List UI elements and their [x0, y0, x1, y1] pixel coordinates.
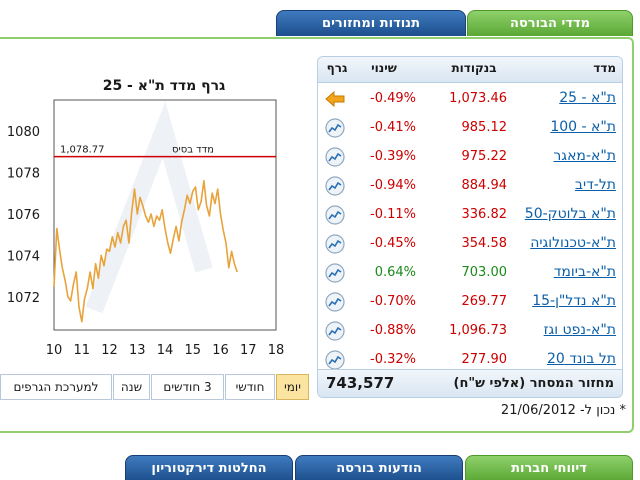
- table-row: ת"א-מאגר 975.22 -0.39%: [318, 142, 622, 171]
- as-of-date: * נכון ל- 21/06/2012: [500, 403, 626, 418]
- x-tick-label: 18: [268, 343, 285, 358]
- x-tick-label: 17: [240, 343, 257, 358]
- y-tick-label: 1072: [7, 291, 40, 306]
- chart-icon[interactable]: [324, 349, 346, 371]
- index-name-link[interactable]: ת"א-טכנולוגיה: [530, 235, 616, 251]
- base-line-value: 1,078.77: [60, 145, 105, 156]
- index-points: 269.77: [461, 294, 508, 309]
- index-change: -0.70%: [370, 294, 416, 309]
- base-line-label: מדד בסיס: [172, 145, 214, 156]
- chart-icon[interactable]: [324, 320, 346, 342]
- range-year-button[interactable]: שנה: [113, 374, 150, 400]
- index-name-link[interactable]: ת"א נדל"ן-15: [532, 293, 616, 309]
- index-points: 354.58: [461, 236, 508, 251]
- table-row: ת"א נדל"ן-15 269.77 -0.70%: [318, 287, 622, 316]
- y-tick-label: 1078: [7, 167, 40, 182]
- index-change: -0.45%: [370, 236, 416, 251]
- y-tick-label: 1076: [7, 208, 40, 223]
- tab-company-reports[interactable]: דיווחי חברות: [465, 455, 633, 480]
- index-points: 703.00: [461, 265, 508, 280]
- chart-icon[interactable]: [324, 117, 346, 139]
- header-index: מדד: [593, 61, 616, 75]
- index-points: 1,096.73: [449, 323, 507, 338]
- chart-icon[interactable]: [324, 262, 346, 284]
- index-points: 1,073.46: [449, 91, 507, 106]
- index-points: 884.94: [461, 178, 508, 193]
- index-name-link[interactable]: ת"א - 100: [550, 119, 616, 135]
- tab-volatility-turnover[interactable]: תנודות ומחזורים: [276, 10, 466, 36]
- table-row: ת"א-נפט וגז 1,096.73 -0.88%: [318, 316, 622, 345]
- table-row: ת"א-ביומד 703.00 0.64%: [318, 258, 622, 287]
- table-row: ת"א-טכנולוגיה 354.58 -0.45%: [318, 229, 622, 258]
- chart-icon[interactable]: [324, 146, 346, 168]
- turnover-footer: מחזור המסחר (אלפי ש"ח) 743,577: [318, 369, 622, 397]
- index-name-link[interactable]: תל בונד 20: [546, 351, 616, 367]
- index-change: 0.64%: [374, 265, 416, 280]
- chart-icon[interactable]: [324, 204, 346, 226]
- chart-icon[interactable]: [324, 233, 346, 255]
- index-change: -0.41%: [370, 120, 416, 135]
- series-line: [53, 180, 238, 323]
- header-change: שינוי: [371, 61, 397, 75]
- index-change: -0.11%: [370, 207, 416, 222]
- indices-table: מדד בנקודות שינוי גרף ת"א - 25 1,073.46 -0…: [317, 56, 623, 398]
- x-tick-label: 14: [157, 343, 174, 358]
- index-points: 277.90: [461, 352, 508, 367]
- x-tick-label: 10: [46, 343, 63, 358]
- range-3months-button[interactable]: 3 חודשים: [151, 374, 224, 400]
- index-points: 336.82: [461, 207, 508, 222]
- header-graph: גרף: [326, 61, 348, 75]
- tab-board-decisions[interactable]: החלטות דירקטוריון: [125, 455, 293, 480]
- index-change: -0.39%: [370, 149, 416, 164]
- range-monthly-button[interactable]: חודשי: [225, 374, 275, 400]
- chart-title: גרף מדד ת"א - 25: [102, 78, 226, 94]
- y-tick-label: 1074: [7, 249, 40, 264]
- index-name-link[interactable]: ת"א - 25: [559, 90, 616, 106]
- index-points: 975.22: [461, 149, 508, 164]
- index-points: 985.12: [461, 120, 508, 135]
- x-tick-label: 11: [73, 343, 90, 358]
- turnover-label: מחזור המסחר (אלפי ש"ח): [453, 376, 615, 391]
- tab-indices[interactable]: מדדי הבורסה: [467, 10, 633, 36]
- index-change: -0.32%: [370, 352, 416, 367]
- index-change: -0.88%: [370, 323, 416, 338]
- watermark: [85, 101, 213, 314]
- turnover-value: 743,577: [326, 374, 395, 392]
- index-change: -0.94%: [370, 178, 416, 193]
- index-chart: 1072 1074 1076 1078 1080 10 11 12 13 14 15 16 17 18 1,…: [7, 99, 285, 358]
- table-row: תל בונד 20 277.90 -0.32%: [318, 345, 622, 374]
- x-tick-label: 15: [184, 343, 201, 358]
- table-row: תל-דיב 884.94 -0.94%: [318, 171, 622, 200]
- y-tick-label: 1080: [7, 125, 40, 140]
- graph-system-button[interactable]: למערכת הגרפים: [0, 374, 112, 400]
- range-daily-button[interactable]: יומי: [276, 374, 309, 400]
- chart-icon[interactable]: [324, 175, 346, 197]
- x-tick-label: 13: [129, 343, 146, 358]
- x-tick-label: 12: [101, 343, 118, 358]
- tab-exchange-announcements[interactable]: הודעות בורסה: [295, 455, 463, 480]
- table-row: ת"א - 25 1,073.46 -0.49%: [318, 84, 622, 113]
- table-header: מדד בנקודות שינוי גרף: [318, 57, 622, 83]
- index-name-link[interactable]: ת"א-ביומד: [553, 264, 616, 280]
- x-tick-label: 16: [212, 343, 229, 358]
- header-points: בנקודות: [451, 61, 497, 75]
- index-name-link[interactable]: ת"א-מאגר: [553, 148, 616, 164]
- index-name-link[interactable]: תל-דיב: [574, 177, 616, 193]
- index-name-link[interactable]: ת"א-נפט וגז: [543, 322, 616, 338]
- index-name-link[interactable]: ת"א בלוטק-50: [524, 206, 616, 222]
- arrow-left-icon[interactable]: [324, 88, 346, 110]
- table-row: ת"א - 100 985.12 -0.41%: [318, 113, 622, 142]
- table-row: ת"א בלוטק-50 336.82 -0.11%: [318, 200, 622, 229]
- chart-icon[interactable]: [324, 291, 346, 313]
- index-change: -0.49%: [370, 91, 416, 106]
